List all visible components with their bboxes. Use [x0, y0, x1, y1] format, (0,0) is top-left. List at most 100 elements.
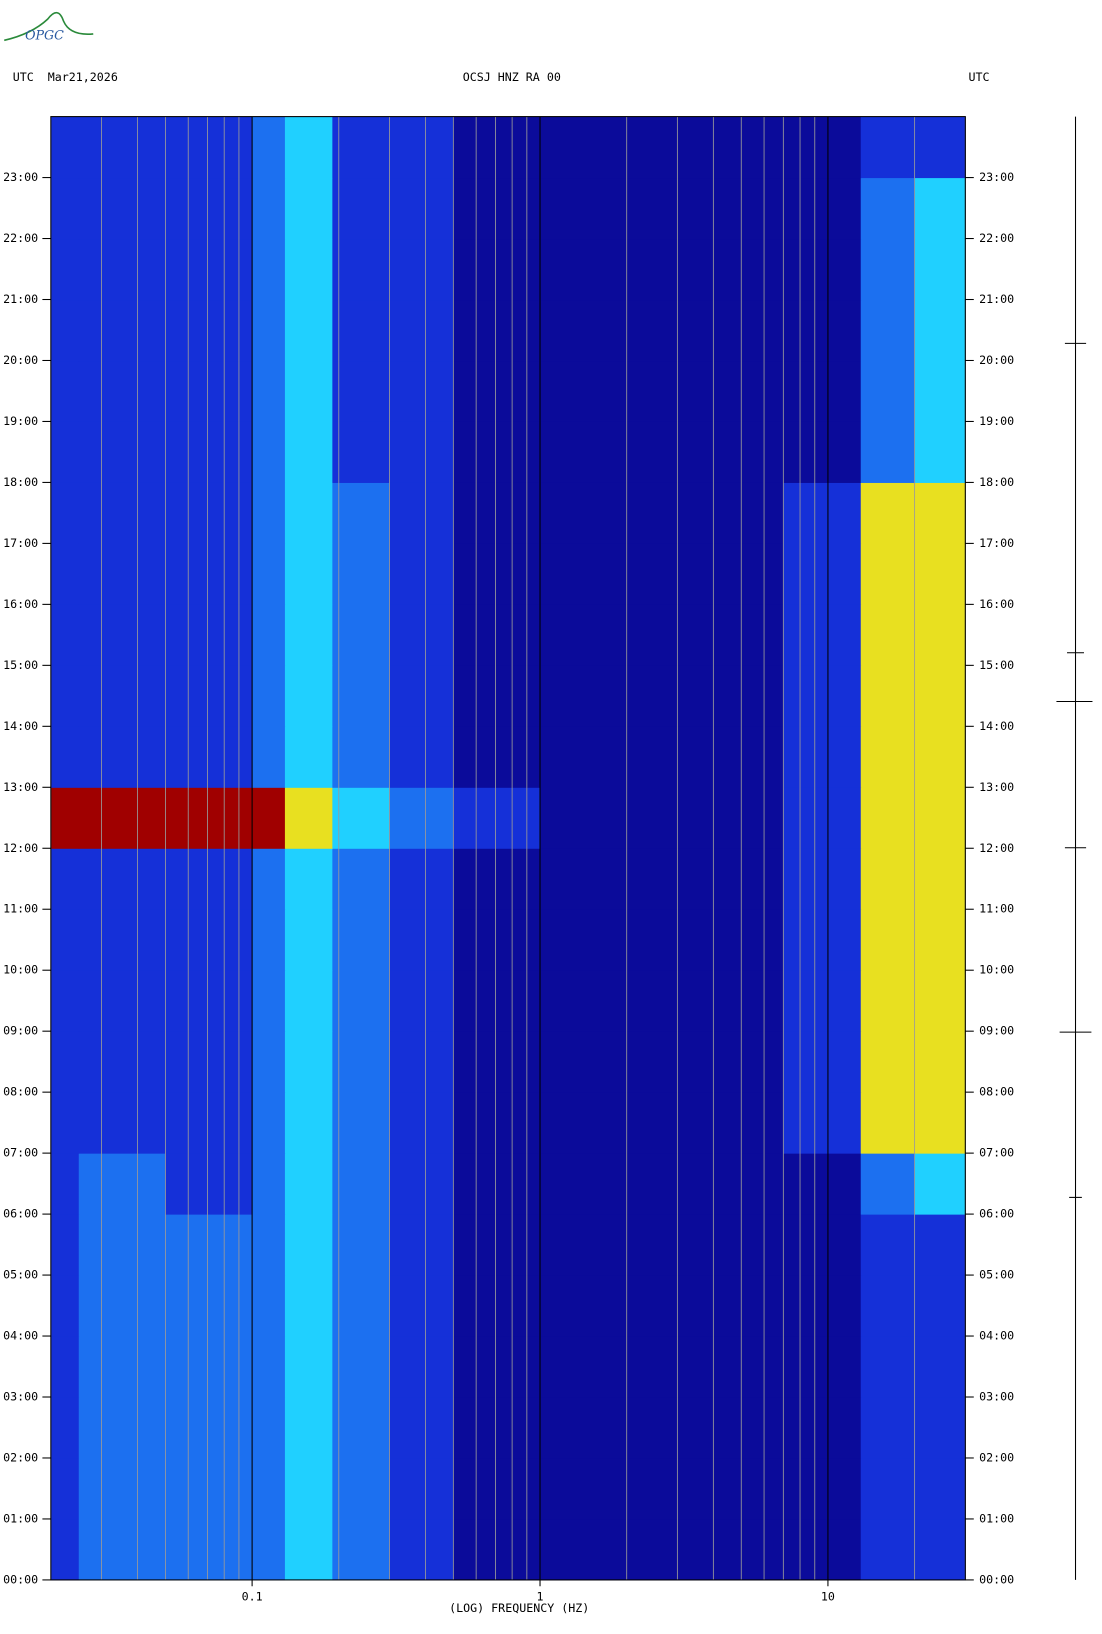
cell — [165, 543, 253, 605]
cell — [389, 665, 454, 727]
cell — [165, 1092, 253, 1154]
cell — [860, 1518, 916, 1581]
cell — [540, 1031, 784, 1093]
cell — [78, 970, 166, 1032]
cell — [78, 604, 166, 666]
cell — [453, 238, 541, 301]
cell — [389, 1336, 454, 1398]
cell — [540, 787, 784, 849]
cell — [78, 1153, 166, 1215]
y-tick-label: 10:00 — [979, 963, 1014, 977]
cell — [284, 360, 333, 422]
cell — [252, 909, 286, 971]
cell — [252, 1275, 286, 1337]
cell — [50, 787, 80, 849]
y-tick-label: 21:00 — [3, 292, 38, 306]
cell — [284, 1275, 333, 1337]
cell — [914, 787, 966, 849]
cell — [284, 299, 333, 362]
cell — [914, 360, 966, 422]
x-tick-label: 1 — [537, 1589, 544, 1603]
cell — [252, 1397, 286, 1459]
cell — [783, 726, 862, 788]
trace — [1056, 116, 1093, 1580]
cell — [78, 1092, 166, 1154]
cell — [453, 177, 541, 240]
cell — [783, 1336, 862, 1398]
cell — [78, 1031, 166, 1093]
cell — [50, 665, 80, 727]
cell — [389, 1518, 454, 1581]
cell — [165, 116, 253, 179]
cell — [914, 1457, 966, 1520]
cell — [332, 787, 391, 849]
cell — [540, 1092, 784, 1154]
cell — [284, 787, 333, 849]
cell — [860, 1153, 916, 1215]
x-tick-label: 0.1 — [242, 1589, 263, 1603]
cell — [284, 1457, 333, 1520]
cell — [453, 1214, 541, 1276]
cell — [50, 299, 80, 362]
y-tick-label: 16:00 — [979, 597, 1014, 611]
cell — [50, 970, 80, 1032]
cell — [50, 1153, 80, 1215]
cell — [284, 970, 333, 1032]
cell — [78, 1214, 166, 1276]
cell — [332, 1518, 391, 1581]
right-header: UTC — [968, 70, 989, 84]
cell — [914, 1031, 966, 1093]
cell — [453, 299, 541, 362]
y-tick-label: 04:00 — [3, 1329, 38, 1343]
cell — [540, 665, 784, 727]
cell — [332, 726, 391, 788]
cell — [914, 1275, 966, 1337]
cell — [540, 177, 784, 240]
cell — [389, 1031, 454, 1093]
y-tick-label: 17:00 — [979, 536, 1014, 550]
cell — [50, 1275, 80, 1337]
cell — [332, 909, 391, 971]
y-tick-label: 01:00 — [979, 1511, 1014, 1525]
cell — [284, 1336, 333, 1398]
cell — [165, 1275, 253, 1337]
cell — [540, 1518, 784, 1581]
cell — [165, 1336, 253, 1398]
logo-text: OPGC — [25, 28, 64, 43]
cell — [165, 726, 253, 788]
cell — [453, 1336, 541, 1398]
cell — [914, 116, 966, 179]
cell — [332, 1214, 391, 1276]
x-tick-label: 10 — [821, 1589, 835, 1603]
cell — [860, 1031, 916, 1093]
cell — [860, 1336, 916, 1398]
y-tick-label: 08:00 — [979, 1085, 1014, 1099]
cell — [78, 543, 166, 605]
cell — [284, 1092, 333, 1154]
cell — [165, 177, 253, 240]
cell — [914, 1153, 966, 1215]
cell — [860, 604, 916, 666]
cell — [860, 1397, 916, 1459]
cell — [453, 665, 541, 727]
cell — [860, 1457, 916, 1520]
cell — [453, 1092, 541, 1154]
y-tick-label: 05:00 — [979, 1268, 1014, 1282]
cell — [50, 1518, 80, 1581]
y-tick-label: 00:00 — [3, 1572, 38, 1586]
y-tick-label: 20:00 — [979, 353, 1014, 367]
cell — [389, 787, 454, 849]
cell — [332, 360, 391, 422]
cell — [252, 970, 286, 1032]
cell — [540, 482, 784, 544]
cell — [252, 1214, 286, 1276]
cell — [389, 970, 454, 1032]
y-tick-label: 03:00 — [979, 1390, 1014, 1404]
y-tick-label: 22:00 — [3, 231, 38, 245]
cell — [165, 665, 253, 727]
cell — [914, 421, 966, 483]
cell — [783, 1092, 862, 1154]
cell — [284, 1153, 333, 1215]
left-header: UTC Mar21,2026 — [13, 70, 118, 84]
cell — [783, 1518, 862, 1581]
